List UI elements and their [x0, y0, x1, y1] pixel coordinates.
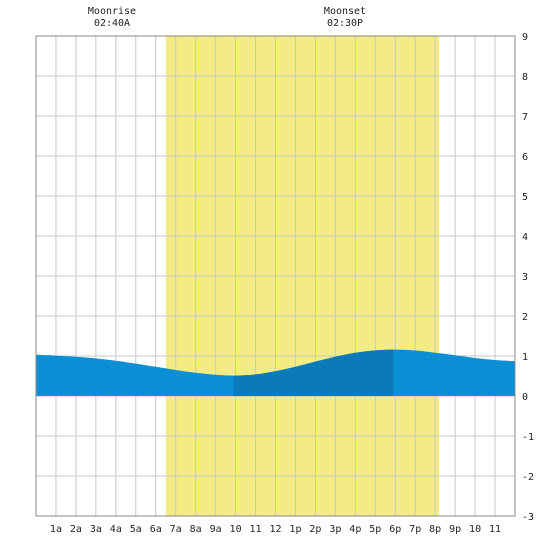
moonset-label: Moonset 02:30P	[285, 6, 405, 30]
x-tick-label: 6a	[150, 524, 162, 535]
x-tick-label: 12	[269, 524, 281, 535]
plot-border	[35, 35, 516, 517]
y-tick-label: 8	[522, 72, 528, 83]
x-tick-label: 1a	[50, 524, 62, 535]
x-tick-label: 6p	[389, 524, 401, 535]
x-tick-label: 5a	[130, 524, 142, 535]
moonset-time: 02:30P	[326, 18, 364, 29]
x-tick-label: 11	[489, 524, 501, 535]
x-tick-label: 8p	[429, 524, 441, 535]
y-tick-label: 7	[522, 112, 528, 123]
tide-area-emphasis	[233, 349, 394, 396]
x-tick-label: 2a	[70, 524, 82, 535]
x-tick-label: 5p	[369, 524, 381, 535]
y-tick-label: 3	[522, 272, 528, 283]
y-tick-label: 0	[522, 392, 528, 403]
x-tick-label: 8a	[190, 524, 202, 535]
y-tick-label: 9	[522, 32, 528, 43]
x-tick-label: 3a	[90, 524, 102, 535]
y-tick-label: 4	[522, 232, 528, 243]
x-tick-label: 7p	[409, 524, 421, 535]
x-tick-label: 10	[469, 524, 481, 535]
x-tick-label: 7a	[170, 524, 182, 535]
moonrise-title: Moonrise	[87, 6, 137, 17]
y-tick-label: 5	[522, 192, 528, 203]
y-tick-label: 2	[522, 312, 528, 323]
y-tick-label: -1	[522, 432, 534, 443]
moonrise-time: 02:40A	[93, 18, 131, 29]
y-tick-label: -3	[522, 512, 534, 523]
x-tick-label: 10	[230, 524, 242, 535]
x-tick-label: 4p	[349, 524, 361, 535]
y-tick-label: 6	[522, 152, 528, 163]
x-tick-label: 9p	[449, 524, 461, 535]
x-tick-label: 2p	[309, 524, 321, 535]
x-tick-label: 11	[250, 524, 262, 535]
moonrise-label: Moonrise 02:40A	[52, 6, 172, 30]
x-tick-label: 1p	[289, 524, 301, 535]
x-tick-label: 3p	[329, 524, 341, 535]
y-tick-label: -2	[522, 472, 534, 483]
x-tick-label: 4a	[110, 524, 122, 535]
x-tick-label: 9a	[210, 524, 222, 535]
y-tick-label: 1	[522, 352, 528, 363]
moonset-title: Moonset	[323, 6, 367, 17]
